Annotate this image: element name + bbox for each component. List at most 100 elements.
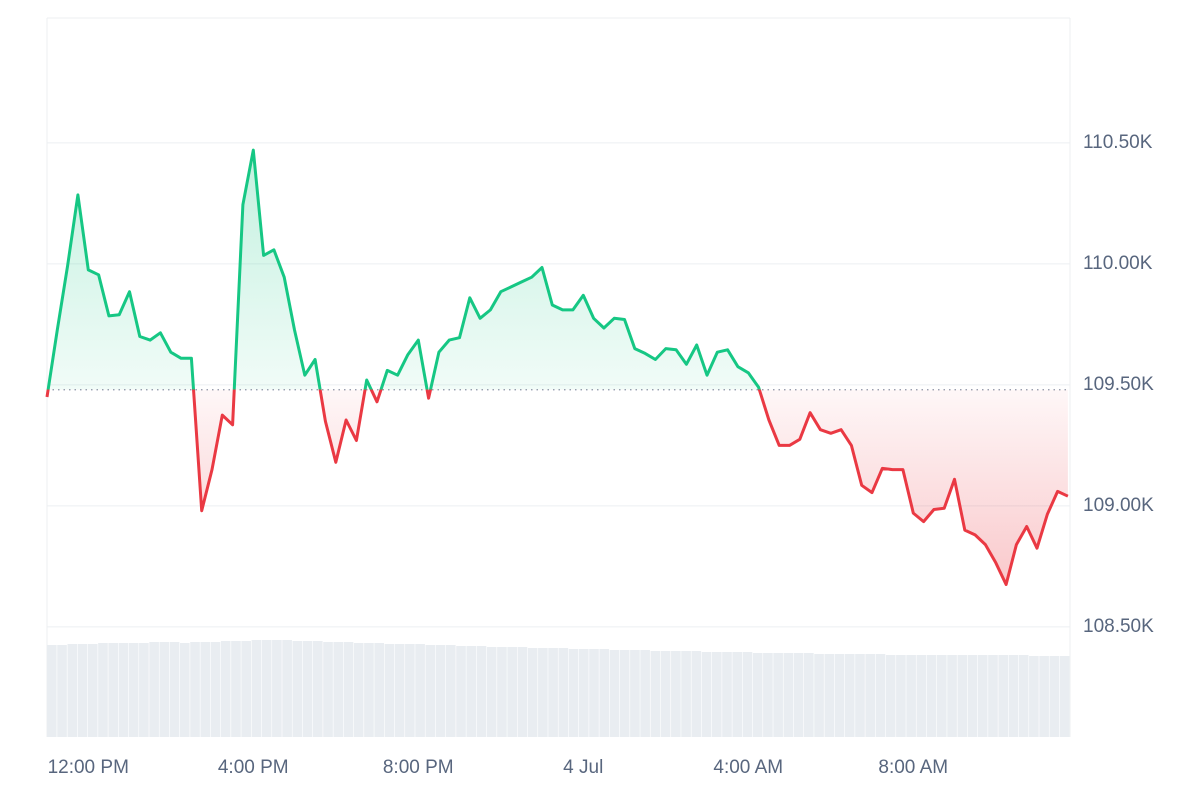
volume-bar xyxy=(374,643,384,737)
volume-bar xyxy=(292,641,303,737)
volume-bar xyxy=(804,653,814,737)
volume-bar xyxy=(865,654,876,737)
volume-bar xyxy=(364,643,374,737)
volume-bar xyxy=(763,653,773,737)
volume-bar xyxy=(169,642,180,737)
volume-bar xyxy=(394,644,405,737)
volume-bar xyxy=(896,655,906,737)
x-tick-label: 12:00 PM xyxy=(48,757,129,778)
volume-bar xyxy=(609,650,620,737)
volume-bar xyxy=(558,648,569,737)
volume-bar xyxy=(998,655,1009,737)
volume-bar xyxy=(599,649,610,737)
volume-bar xyxy=(87,644,98,737)
volume-bar xyxy=(742,652,753,737)
y-tick-label: 109.50K xyxy=(1083,374,1154,395)
plot-frame xyxy=(46,17,1071,737)
y-tick-label: 108.50K xyxy=(1083,616,1154,637)
volume-bar xyxy=(302,641,313,737)
volume-bar xyxy=(640,650,650,737)
volume-bar xyxy=(272,640,282,737)
volume-bar xyxy=(415,644,425,737)
volume-bar xyxy=(128,643,139,737)
volume-bar xyxy=(108,643,119,737)
volume-bar xyxy=(200,642,211,737)
volume-bar xyxy=(384,644,395,737)
volume-bar xyxy=(926,655,937,737)
volume-bar xyxy=(568,649,579,737)
volume-bar xyxy=(977,655,988,737)
volume-bar xyxy=(507,647,517,737)
volume-bar xyxy=(312,641,323,737)
volume-bar xyxy=(538,648,548,737)
volume-bar xyxy=(885,655,896,737)
volume-bar xyxy=(282,640,292,737)
volume-bar xyxy=(691,651,702,737)
volume-bar xyxy=(1008,655,1019,737)
volume-bar xyxy=(456,646,466,737)
volume-bar xyxy=(159,642,170,737)
volume-bar xyxy=(1018,655,1029,737)
volume-bar xyxy=(149,642,159,737)
volume-bar xyxy=(752,653,763,737)
price-area xyxy=(47,150,1068,585)
volume-bar xyxy=(231,641,241,737)
y-tick-label: 110.50K xyxy=(1083,132,1153,153)
volume-bar xyxy=(77,644,88,737)
volume-bar xyxy=(323,642,333,737)
volume-bar xyxy=(179,643,190,737)
x-tick-label: 8:00 AM xyxy=(878,757,948,778)
volume-bar xyxy=(251,640,262,737)
volume-bar xyxy=(824,654,835,737)
volume-bar xyxy=(476,646,487,737)
volume-bar xyxy=(405,644,415,737)
volume-bar xyxy=(630,650,640,737)
volume-bar xyxy=(875,654,886,737)
volume-bar xyxy=(241,641,251,737)
volume-bar xyxy=(732,652,743,737)
y-tick-label: 110.00K xyxy=(1083,253,1153,274)
volume-bar xyxy=(711,652,722,737)
price-line xyxy=(45,148,1069,586)
volume-bar xyxy=(353,643,364,737)
volume-bar xyxy=(486,647,497,737)
volume-bar xyxy=(261,640,272,737)
volume-bar xyxy=(916,655,927,737)
volume-bar xyxy=(220,641,231,737)
volume-bar xyxy=(681,651,691,737)
volume-bar xyxy=(527,648,538,737)
volume-bar xyxy=(814,654,824,737)
volume-bar xyxy=(844,654,855,737)
volume-bar xyxy=(1049,656,1060,737)
volume-bar xyxy=(1029,656,1039,737)
x-tick-label: 8:00 PM xyxy=(383,757,454,778)
volume-bar xyxy=(834,654,845,737)
x-tick-label: 4 Jul xyxy=(563,757,603,778)
volume-bar xyxy=(1059,656,1070,737)
volume-bar xyxy=(139,643,149,737)
volume-bar xyxy=(98,643,108,737)
volume-bar xyxy=(1039,656,1049,737)
volume-bar xyxy=(783,653,794,737)
volume-bar xyxy=(445,645,456,737)
volume-bar xyxy=(118,643,129,737)
volume-bar xyxy=(425,645,436,737)
volume-bar xyxy=(701,652,712,737)
volume-bar xyxy=(906,655,916,737)
volume-bar xyxy=(578,649,589,737)
volume-bar xyxy=(650,651,661,737)
volume-bar xyxy=(343,642,354,737)
volume-bar xyxy=(619,650,630,737)
volume-bar xyxy=(671,651,681,737)
volume-bar xyxy=(957,655,968,737)
volume-bar xyxy=(988,655,998,737)
volume-bar xyxy=(967,655,978,737)
volume-bar xyxy=(67,644,78,737)
volume-bar xyxy=(947,655,957,737)
volume-bar xyxy=(497,647,507,737)
volume-bar xyxy=(435,645,446,737)
volume-bar xyxy=(937,655,947,737)
volume-bar xyxy=(773,653,783,737)
